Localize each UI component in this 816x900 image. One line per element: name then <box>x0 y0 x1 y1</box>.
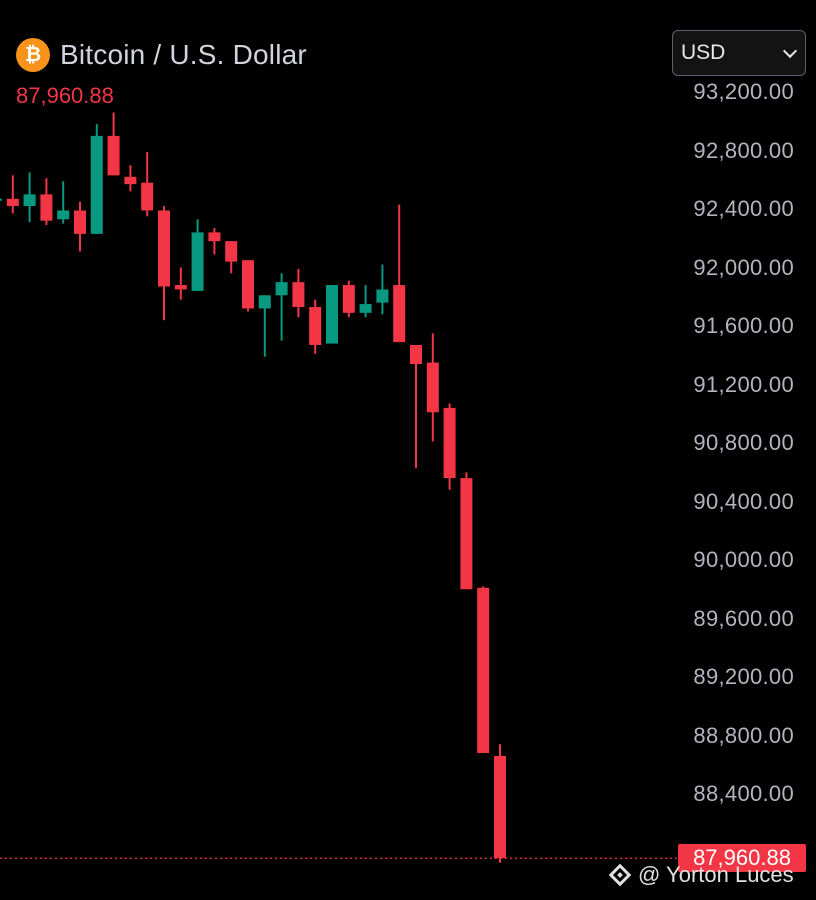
candle-27 <box>426 333 439 442</box>
candle-body <box>191 232 204 291</box>
candle-body <box>6 198 19 207</box>
candle-body <box>258 295 271 309</box>
candle-body <box>342 285 355 313</box>
candle-body <box>107 135 120 176</box>
candle-body <box>309 306 322 346</box>
candle-10 <box>141 151 154 217</box>
candle-15 <box>225 241 238 274</box>
candle-11 <box>158 206 170 321</box>
candle-12 <box>174 267 187 300</box>
candle-7 <box>90 124 103 234</box>
candle-body <box>40 194 53 221</box>
candle-2 <box>6 175 19 214</box>
candle-9 <box>124 165 137 192</box>
candle-body <box>426 362 439 413</box>
candle-28 <box>443 403 456 490</box>
candle-body <box>124 176 137 185</box>
chart-title: Bitcoin / U.S. Dollar <box>60 39 307 70</box>
candle-31 <box>494 744 506 863</box>
candle-18 <box>275 273 288 341</box>
candle-body <box>57 210 70 220</box>
candle-body <box>359 304 372 313</box>
candle-body <box>0 198 2 201</box>
candle-29 <box>460 472 473 590</box>
candle-5 <box>57 181 70 224</box>
symbol-header: ₿ Bitcoin / U.S. Dollar <box>16 36 307 74</box>
candle-4 <box>40 178 53 226</box>
currency-select[interactable]: USD <box>672 30 806 76</box>
candle-6 <box>74 201 86 252</box>
chevron-down-icon <box>782 43 798 58</box>
candle-body <box>174 285 187 290</box>
candle-13 <box>191 219 204 291</box>
candle-30 <box>477 586 490 754</box>
candle-body <box>242 260 254 309</box>
candle-26 <box>410 345 422 468</box>
candle-21 <box>326 285 338 344</box>
candle-19 <box>292 268 305 318</box>
candle-25 <box>393 204 406 343</box>
candle-body <box>158 210 170 287</box>
candle-body <box>443 407 456 479</box>
candle-body <box>225 241 238 262</box>
candle-body <box>477 587 490 754</box>
candle-body <box>141 182 154 211</box>
candle-body <box>74 210 86 234</box>
last-price-readout: 87,960.88 <box>16 83 114 108</box>
candle-23 <box>359 285 372 318</box>
candle-body <box>90 135 103 234</box>
candle-8 <box>107 112 120 176</box>
candle-20 <box>309 299 322 354</box>
candle-body <box>292 282 305 307</box>
brand-diamond-icon <box>608 863 632 887</box>
bitcoin-icon: ₿ <box>16 38 50 72</box>
candle-body <box>376 289 389 303</box>
candle-body <box>393 285 406 343</box>
candle-22 <box>342 280 355 318</box>
candle-1 <box>0 198 2 201</box>
watermark-text: @ Yorton Luces <box>638 862 794 887</box>
currency-value: USD <box>681 41 726 64</box>
candle-24 <box>376 264 389 315</box>
candle-body <box>208 232 221 242</box>
candle-3 <box>23 172 36 223</box>
candle-body <box>326 285 338 344</box>
candle-14 <box>208 228 221 255</box>
candle-17 <box>258 295 271 357</box>
candle-body <box>275 282 288 296</box>
candle-16 <box>242 260 254 312</box>
candle-body <box>460 478 473 590</box>
candle-body <box>410 345 422 365</box>
watermark: @ Yorton Luces <box>608 862 794 888</box>
candle-body <box>23 194 36 207</box>
candle-body <box>494 755 506 859</box>
